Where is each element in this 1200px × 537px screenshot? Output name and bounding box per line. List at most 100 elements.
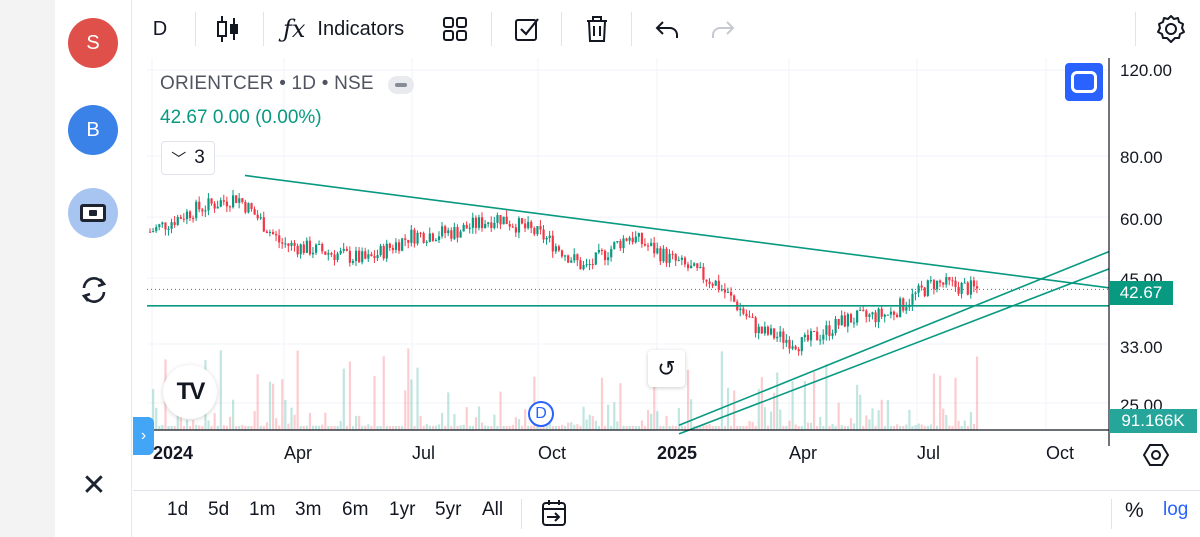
indicators-collapse-button[interactable]: ﹀ 3: [161, 141, 215, 175]
candle-body: [253, 209, 256, 215]
candle-body: [733, 295, 736, 302]
candle-body: [520, 218, 524, 224]
legend-collapse-toggle[interactable]: [388, 76, 414, 94]
candle-body: [889, 311, 893, 315]
undo-icon[interactable]: [651, 10, 683, 48]
volume-bar: [963, 420, 966, 430]
volume-bar: [892, 425, 896, 430]
volume-bar: [766, 425, 770, 430]
reset-chart-button[interactable]: ↺: [648, 350, 685, 387]
volume-bar: [275, 418, 278, 430]
volume-bar: [201, 425, 204, 430]
volume-bar: [932, 373, 936, 430]
candle-body: [653, 242, 656, 254]
volume-bar: [318, 425, 321, 430]
volume-bar: [610, 425, 613, 430]
volume-bar: [256, 374, 259, 430]
volume-bar: [358, 415, 361, 430]
candle-body: [422, 233, 425, 243]
candlestick-chart-type-icon[interactable]: [213, 10, 243, 48]
candle-body: [905, 307, 908, 311]
trash-icon[interactable]: [581, 10, 613, 48]
candle-body: [862, 309, 865, 311]
candle-body: [791, 346, 794, 349]
volume-bar: [942, 408, 945, 430]
volume-bar: [520, 425, 524, 430]
dividend-marker[interactable]: D: [528, 401, 554, 427]
sync-icon[interactable]: [76, 272, 112, 308]
volume-bar: [536, 425, 539, 430]
volume-bar: [745, 425, 748, 430]
candle-body: [877, 308, 880, 323]
volume-bar: [444, 425, 447, 430]
candle-body: [484, 224, 487, 229]
settings-gear-icon[interactable]: [1153, 10, 1189, 48]
volume-bar: [213, 413, 216, 430]
volume-bar: [305, 425, 308, 430]
profile-b-button[interactable]: B: [68, 105, 118, 155]
volume-bar: [554, 425, 557, 430]
range-5d-button[interactable]: 5d: [208, 499, 230, 520]
function-icon: ƒx: [283, 15, 306, 43]
candle-body: [244, 201, 247, 213]
candle-body: [315, 244, 318, 253]
chart-legend[interactable]: ORIENTCER • 1D • NSE: [160, 73, 374, 95]
candle-body: [637, 233, 640, 237]
volume-bar: [859, 394, 862, 430]
candle-body: [871, 312, 874, 315]
interval-button[interactable]: D: [152, 17, 168, 40]
range-all-button[interactable]: All: [482, 499, 504, 520]
volume-bar: [570, 422, 573, 430]
axis-settings-icon[interactable]: [1143, 442, 1169, 468]
candle-body: [394, 242, 398, 250]
candle-body: [766, 326, 770, 335]
profile-s-button[interactable]: S: [68, 18, 118, 68]
range-6m-button[interactable]: 6m: [342, 499, 369, 520]
volume-bar: [794, 424, 797, 430]
candle-body: [241, 198, 244, 202]
range-1d-button[interactable]: 1d: [167, 499, 189, 520]
candle-body: [530, 221, 533, 229]
candle-body: [207, 198, 210, 211]
range-3m-button[interactable]: 3m: [295, 499, 322, 520]
volume-bar: [155, 407, 158, 430]
candle-body: [714, 280, 717, 286]
price-chart-svg[interactable]: [147, 58, 1200, 490]
candle-body: [576, 254, 579, 261]
candle-body: [499, 215, 502, 225]
percent-scale-button[interactable]: %: [1125, 499, 1144, 522]
fullscreen-button[interactable]: [1065, 63, 1103, 101]
indicators-button[interactable]: ƒx Indicators: [283, 10, 423, 48]
redo-icon[interactable]: [707, 10, 739, 48]
volume-bar: [287, 423, 290, 430]
volume-bar: [668, 425, 671, 430]
close-icon[interactable]: ✕: [81, 469, 107, 502]
range-1yr-button[interactable]: 1yr: [389, 499, 416, 520]
tradingview-logo[interactable]: TV: [163, 365, 217, 419]
volume-bar: [803, 381, 806, 430]
profile-s-label: S: [86, 31, 100, 54]
range-1m-button[interactable]: 1m: [249, 499, 276, 520]
checkbox-icon[interactable]: [511, 10, 543, 48]
volume-bar: [471, 425, 474, 430]
chart-pane[interactable]: [147, 58, 1200, 490]
date-range-calendar-icon[interactable]: [539, 497, 569, 529]
candle-body: [271, 232, 275, 235]
layout-grid-icon[interactable]: [439, 10, 471, 48]
candle-body: [167, 228, 170, 230]
candle-body: [594, 252, 597, 265]
candle-body: [760, 326, 763, 334]
volume-bar: [238, 425, 241, 430]
range-5yr-button[interactable]: 5yr: [435, 499, 462, 520]
expand-side-panel-tab[interactable]: ›: [133, 417, 154, 455]
candle-body: [748, 316, 751, 318]
volume-bar: [908, 409, 911, 430]
log-scale-button[interactable]: log: [1163, 499, 1189, 520]
candle-body: [358, 250, 361, 263]
lock-screen-button[interactable]: [68, 188, 118, 238]
volume-bar: [431, 425, 435, 430]
candle-body: [437, 236, 441, 241]
candle-body: [625, 238, 628, 241]
candle-body: [361, 251, 364, 263]
candle-body: [917, 285, 920, 293]
